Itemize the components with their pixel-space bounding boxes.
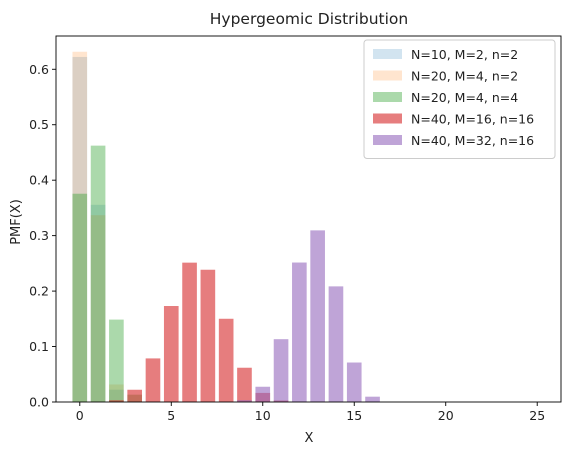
y-tick-label: 0.6 [29, 62, 49, 77]
y-tick-label: 0.4 [29, 173, 49, 188]
bar-series-4-x-6 [182, 262, 197, 402]
axes-group: 0 5 10 15 20 25 0.0 0.1 0.2 0.3 0.4 0.5 0.6 [29, 35, 562, 423]
bar-series-5-x-15 [346, 362, 362, 402]
y-tick-label: 0.0 [29, 395, 49, 410]
bar-series-3-x-1 [90, 145, 106, 402]
bar-series-4-x-2 [109, 400, 124, 402]
plot-frame [55, 35, 562, 403]
x-tick-label: 15 [346, 408, 362, 423]
x-tick-label: 10 [255, 408, 271, 423]
x-tick-label: 25 [529, 408, 545, 423]
legend-box [363, 39, 556, 159]
bar-series-4-x-3 [127, 389, 142, 402]
x-tick-label: 5 [167, 408, 175, 423]
bar-series-1-x-0 [72, 56, 88, 402]
y-tick-label: 0.3 [29, 228, 49, 243]
bar-series-1-x-1 [90, 204, 106, 402]
chart-title: Hypergeomic Distribution [210, 10, 408, 28]
legend-swatch-5 [373, 135, 402, 145]
legend-label-5: N=40, M=32, n=16 [411, 133, 534, 148]
legend-swatch-1 [373, 49, 402, 59]
legend-swatch-4 [373, 113, 402, 124]
legend-swatch-2 [373, 70, 402, 81]
y-axis-label: PMF(X) [9, 199, 24, 245]
x-tick-label: 20 [438, 408, 454, 423]
bar-series-5-x-14 [328, 286, 344, 402]
bar-series-1-x-2 [109, 389, 124, 402]
bar-series-5-x-12 [292, 262, 307, 402]
x-axis-label: X [305, 431, 314, 446]
bar-series-2-x-2 [109, 384, 124, 402]
legend-swatch-3 [373, 92, 402, 102]
bar-series-4-x-5 [163, 306, 179, 402]
bar-series-5-x-9 [237, 400, 252, 402]
bar-series-4-x-7 [200, 269, 216, 402]
legend-label-4: N=40, M=16, n=16 [411, 112, 534, 127]
legend: N=10, M=2, n=2 N=20, M=4, n=2 N=20, M=4, n… [363, 39, 556, 159]
bar-series-5-x-10 [255, 386, 271, 402]
bar-series-2-x-1 [90, 215, 106, 402]
legend-label-3: N=20, M=4, n=4 [411, 90, 518, 105]
y-tick-label: 0.1 [29, 339, 49, 354]
bars-group [72, 51, 380, 403]
bar-series-5-x-16 [365, 396, 380, 402]
y-tick-label: 0.2 [29, 284, 49, 299]
bar-series-2-x-0 [72, 51, 88, 403]
bar-series-5-x-11 [273, 339, 289, 402]
x-tick-label: 0 [76, 408, 84, 423]
bar-series-3-x-2 [109, 319, 124, 402]
bar-series-4-x-8 [218, 318, 234, 402]
bar-series-3-x-0 [72, 193, 88, 402]
bar-series-5-x-13 [310, 230, 325, 402]
legend-label-2: N=20, M=4, n=2 [411, 69, 518, 84]
bar-series-4-x-9 [237, 367, 252, 402]
y-tick-label: 0.5 [29, 117, 49, 132]
legend-label-1: N=10, M=2, n=2 [411, 47, 518, 62]
bar-series-4-x-4 [145, 358, 161, 402]
